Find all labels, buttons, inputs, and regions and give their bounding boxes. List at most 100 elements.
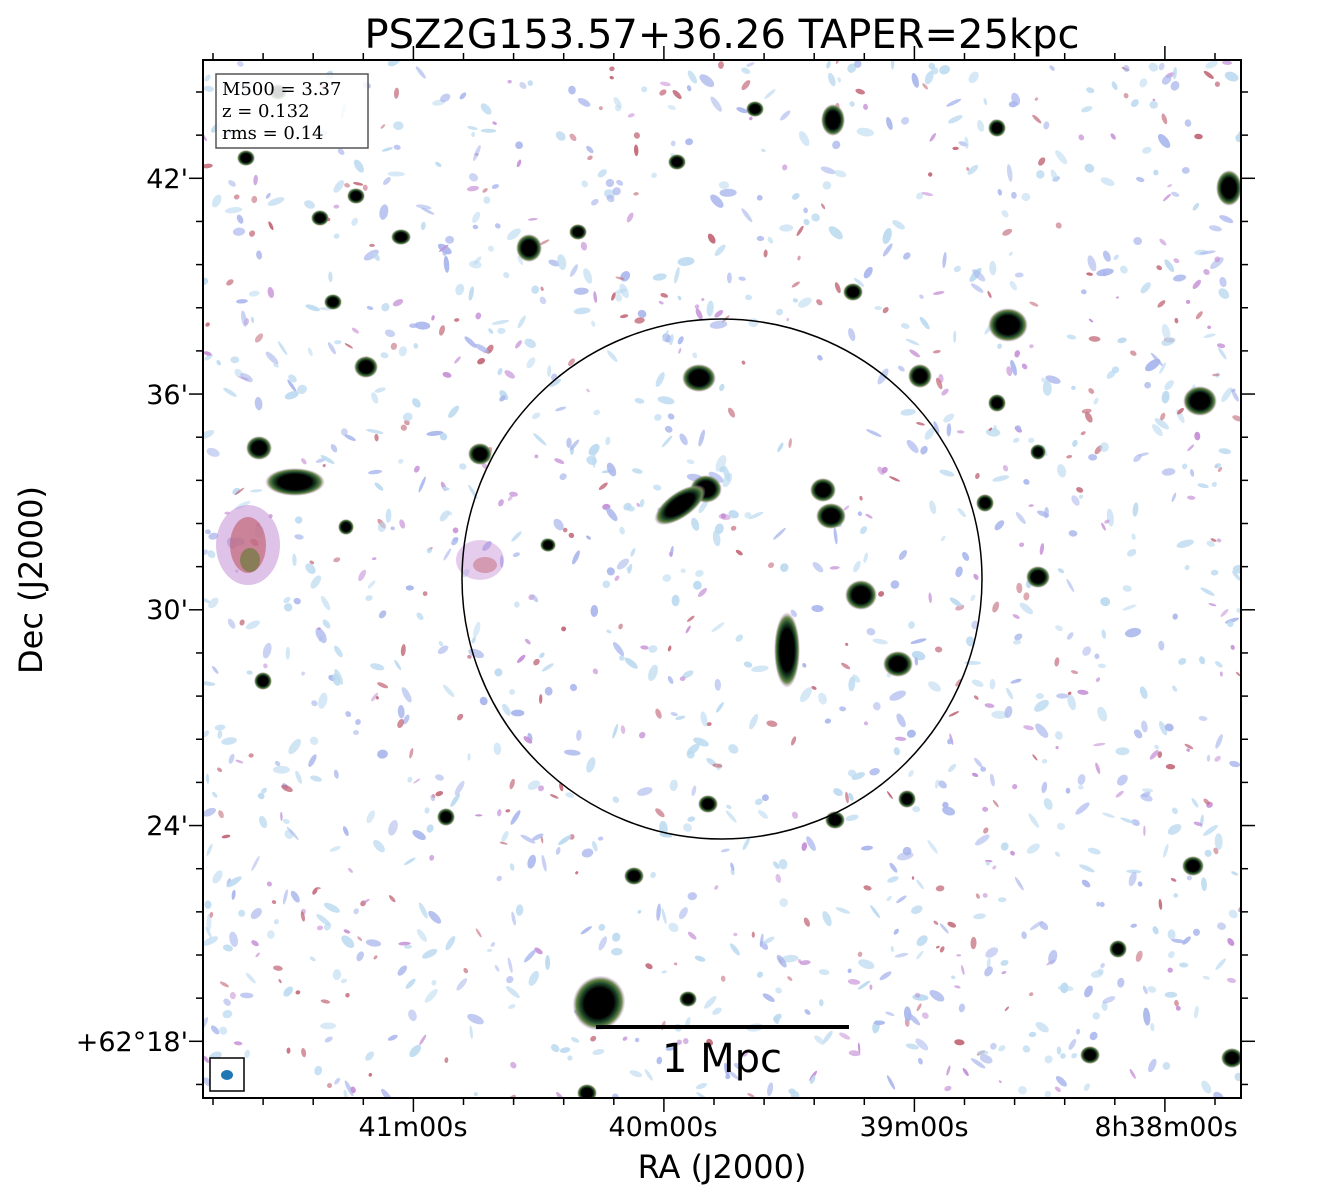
noise-blob — [412, 398, 421, 408]
noise-blob — [315, 627, 327, 644]
noise-blob — [456, 978, 468, 991]
info-redshift: z = 0.132 — [222, 101, 310, 122]
noise-blob — [222, 1010, 233, 1019]
noise-blob — [1081, 106, 1093, 113]
noise-blob — [1141, 788, 1154, 793]
noise-blob — [933, 920, 939, 925]
noise-blob — [786, 317, 790, 322]
noise-blob — [669, 779, 678, 792]
noise-blob — [538, 239, 550, 246]
noise-blob — [1168, 951, 1175, 959]
noise-blob — [1148, 62, 1159, 72]
noise-blob — [944, 1085, 952, 1092]
noise-blob — [1129, 1068, 1136, 1079]
noise-blob — [695, 308, 703, 320]
noise-blob — [479, 696, 488, 706]
noise-blob — [1067, 694, 1076, 711]
noise-blob — [271, 900, 277, 905]
noise-blob — [511, 911, 516, 926]
noise-blob — [254, 396, 263, 411]
noise-blob — [1137, 881, 1143, 887]
noise-blob — [1186, 875, 1192, 881]
noise-blob — [1035, 693, 1044, 700]
noise-blob — [366, 810, 375, 824]
noise-blob — [283, 986, 293, 997]
noise-blob — [953, 265, 962, 273]
noise-blob — [1219, 215, 1234, 224]
source — [1221, 1048, 1241, 1068]
noise-blob — [278, 979, 282, 984]
noise-blob — [424, 988, 438, 1003]
noise-blob — [656, 903, 661, 921]
noise-blob — [545, 955, 551, 970]
noise-blob — [508, 1004, 516, 1010]
noise-blob — [1221, 387, 1233, 402]
noise-blob — [524, 638, 531, 645]
noise-blob — [1163, 193, 1171, 202]
noise-blob — [455, 283, 465, 296]
noise-blob — [847, 769, 857, 777]
noise-blob — [1154, 744, 1159, 750]
noise-blob — [1001, 971, 1007, 975]
noise-blob — [630, 548, 636, 557]
noise-blob — [240, 992, 254, 999]
noise-blob — [414, 321, 431, 330]
noise-blob — [426, 548, 432, 554]
noise-blob — [471, 131, 476, 138]
noise-blob — [265, 192, 271, 199]
noise-blob — [973, 573, 979, 580]
noise-blob — [1019, 542, 1025, 548]
radio-sources — [216, 84, 1241, 1098]
noise-blob — [1133, 236, 1143, 246]
noise-blob — [1015, 512, 1026, 524]
noise-blob — [912, 805, 921, 813]
noise-blob — [1231, 871, 1239, 876]
noise-blob — [997, 189, 1003, 196]
noise-blob — [555, 847, 561, 855]
noise-blob — [416, 612, 424, 621]
noise-blob — [1214, 81, 1221, 87]
noise-blob — [679, 676, 686, 682]
noise-blob — [1215, 661, 1223, 668]
noise-blob — [1034, 97, 1039, 101]
noise-blob — [393, 87, 400, 99]
noise-blob — [1117, 337, 1127, 344]
noise-blob — [558, 835, 572, 846]
noise-blob — [310, 775, 322, 782]
noise-blob — [801, 842, 808, 851]
noise-blob — [745, 294, 752, 301]
noise-blob — [841, 662, 851, 670]
noise-blob — [229, 992, 236, 1000]
noise-blob — [226, 876, 242, 888]
noise-blob — [686, 615, 695, 622]
noise-blob — [404, 944, 412, 949]
noise-blob — [741, 360, 746, 365]
noise-blob — [962, 1067, 969, 1077]
noise-blob — [1208, 603, 1217, 607]
noise-blob — [1167, 929, 1176, 940]
noise-blob — [416, 928, 428, 942]
noise-blob — [591, 840, 598, 852]
noise-blob — [667, 645, 672, 652]
noise-blob — [729, 943, 740, 956]
noise-blob — [1001, 210, 1009, 218]
noise-blob — [483, 196, 491, 204]
noise-blob — [205, 926, 212, 938]
noise-blob — [822, 1030, 833, 1044]
noise-blob — [424, 807, 430, 814]
noise-blob — [1054, 657, 1060, 667]
noise-blob — [371, 692, 379, 702]
noise-blob — [780, 110, 791, 121]
noise-blob — [845, 814, 859, 822]
noise-blob — [768, 562, 775, 569]
noise-blob — [598, 482, 608, 491]
noise-blob — [725, 810, 737, 823]
noise-blob — [1060, 982, 1069, 994]
noise-blob — [539, 296, 547, 305]
plot-frame — [202, 59, 1242, 1099]
noise-blob — [936, 377, 943, 390]
noise-blob — [526, 357, 536, 369]
noise-blob — [612, 724, 619, 739]
noise-blob — [534, 947, 543, 955]
source — [1026, 566, 1050, 588]
